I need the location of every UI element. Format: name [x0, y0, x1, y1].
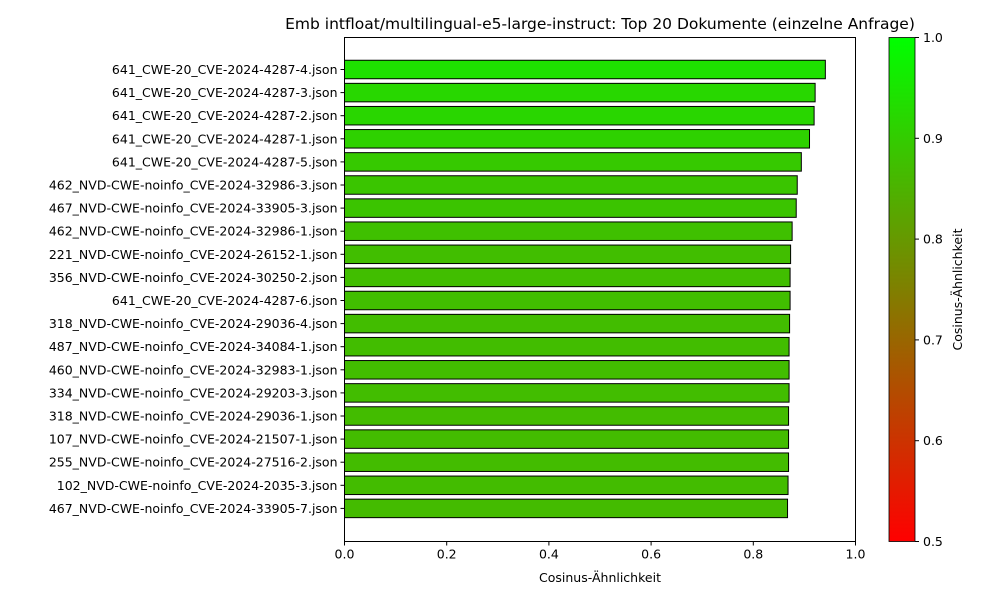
bar: [344, 475, 789, 496]
y-tick-label: 641_CWE-20_CVE-2024-4287-2.json: [112, 108, 338, 123]
y-tick-label: 462_NVD-CWE-noinfo_CVE-2024-32986-3.json: [49, 178, 338, 193]
y-tick-label: 467_NVD-CWE-noinfo_CVE-2024-33905-3.json: [49, 201, 338, 216]
colorbar-tick-label: 0.9: [923, 131, 943, 146]
y-tick-label: 255_NVD-CWE-noinfo_CVE-2024-27516-2.json: [49, 455, 338, 470]
bar: [344, 267, 791, 288]
bar: [344, 105, 815, 126]
colorbar: [888, 37, 916, 542]
x-tick-label: 0.4: [539, 547, 559, 562]
bar: [344, 336, 790, 357]
colorbar-tick-label: 0.5: [923, 534, 943, 549]
y-tick-label: 356_NVD-CWE-noinfo_CVE-2024-30250-2.json: [49, 270, 338, 285]
bar: [344, 452, 790, 472]
bar: [344, 129, 811, 149]
colorbar-label: Cosinus-Ähnlichkeit: [950, 228, 965, 350]
bar: [344, 360, 790, 380]
bars: [344, 59, 826, 519]
bar: [344, 313, 791, 334]
y-tick-label: 641_CWE-20_CVE-2024-4287-3.json: [112, 85, 338, 100]
bar: [344, 290, 791, 311]
x-tick-label: 0.6: [641, 547, 661, 562]
y-tick-labels: 641_CWE-20_CVE-2024-4287-4.json 641_CWE-2…: [49, 62, 345, 516]
bar: [344, 175, 798, 195]
colorbar-ticks: 0.5 0.6 0.7 0.8 0.9 1.0: [915, 30, 943, 549]
y-tick-label: 487_NVD-CWE-noinfo_CVE-2024-34084-1.json: [49, 339, 338, 354]
x-tick-label: 1.0: [846, 547, 866, 562]
bar: [344, 198, 797, 218]
y-tick-label: 107_NVD-CWE-noinfo_CVE-2024-21507-1.json: [49, 432, 338, 447]
x-tick-label: 0.2: [437, 547, 457, 562]
y-tick-label: 462_NVD-CWE-noinfo_CVE-2024-32986-1.json: [49, 224, 338, 239]
x-tick-label: 0.8: [743, 547, 763, 562]
bar: [344, 429, 790, 449]
bar: [344, 221, 793, 241]
y-tick-label: 318_NVD-CWE-noinfo_CVE-2024-29036-1.json: [49, 409, 338, 424]
colorbar-tick-label: 0.7: [923, 332, 943, 347]
x-ticks: 0.0 0.2 0.4 0.6 0.8 1.0: [335, 541, 866, 562]
bar: [344, 152, 802, 172]
bar: [344, 383, 790, 403]
bar: [344, 82, 816, 103]
colorbar-tick-label: 0.6: [923, 433, 943, 448]
bar: [344, 406, 790, 426]
colorbar-tick-label: 1.0: [923, 30, 943, 45]
y-tick-label: 467_NVD-CWE-noinfo_CVE-2024-33905-7.json: [49, 501, 338, 516]
y-tick-label: 102_NVD-CWE-noinfo_CVE-2024-2035-3.json: [57, 478, 338, 493]
bar: [344, 59, 826, 80]
chart-title: Emb intfloat/multilingual-e5-large-instr…: [285, 15, 915, 33]
y-tick-label: 641_CWE-20_CVE-2024-4287-1.json: [112, 131, 338, 146]
y-tick-label: 641_CWE-20_CVE-2024-4287-6.json: [112, 293, 338, 308]
bar: [344, 498, 789, 519]
y-tick-label: 641_CWE-20_CVE-2024-4287-4.json: [112, 62, 338, 77]
bar: [344, 244, 792, 265]
y-tick-label: 460_NVD-CWE-noinfo_CVE-2024-32983-1.json: [49, 362, 338, 377]
x-tick-label: 0.0: [335, 547, 355, 562]
colorbar-tick-label: 0.8: [923, 232, 943, 247]
x-axis-label: Cosinus-Ähnlichkeit: [539, 570, 661, 585]
y-tick-label: 318_NVD-CWE-noinfo_CVE-2024-29036-4.json: [49, 316, 338, 331]
y-tick-label: 221_NVD-CWE-noinfo_CVE-2024-26152-1.json: [49, 247, 338, 262]
y-tick-label: 334_NVD-CWE-noinfo_CVE-2024-29203-3.json: [49, 385, 338, 400]
y-tick-label: 641_CWE-20_CVE-2024-4287-5.json: [112, 154, 338, 169]
plot-frame: [344, 37, 856, 542]
